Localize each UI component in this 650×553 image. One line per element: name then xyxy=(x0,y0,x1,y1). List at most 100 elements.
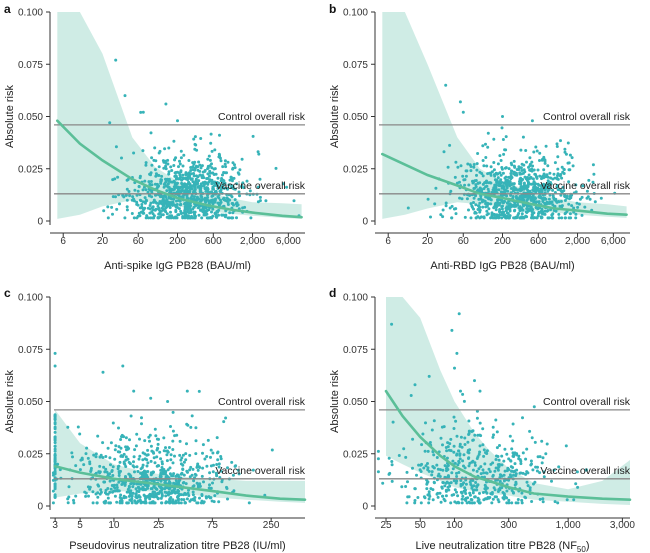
data-point xyxy=(122,435,126,439)
data-point xyxy=(72,498,75,502)
data-point xyxy=(156,185,160,189)
data-point xyxy=(481,427,485,431)
data-point xyxy=(560,165,564,169)
data-point xyxy=(108,490,112,494)
data-point xyxy=(515,188,519,192)
data-point xyxy=(577,202,581,206)
data-point xyxy=(219,159,223,163)
data-point xyxy=(138,437,141,441)
data-point xyxy=(94,471,98,475)
data-point xyxy=(517,165,521,169)
data-point xyxy=(164,184,168,188)
data-point xyxy=(125,187,129,191)
data-point xyxy=(484,185,488,189)
data-point xyxy=(512,455,516,458)
data-point xyxy=(495,178,499,182)
data-point xyxy=(141,188,145,192)
data-point xyxy=(500,454,504,458)
data-point xyxy=(99,488,103,492)
data-point xyxy=(446,464,450,467)
vaccine-risk-label: Vaccine overall risk xyxy=(215,465,305,477)
data-point xyxy=(164,180,168,184)
data-point xyxy=(505,501,509,505)
data-point xyxy=(485,491,489,495)
data-point xyxy=(450,204,454,208)
y-tick-label: 0.050 xyxy=(18,397,43,408)
data-point xyxy=(521,171,525,175)
data-point xyxy=(181,183,185,187)
data-point xyxy=(450,471,454,475)
data-point xyxy=(574,482,578,486)
data-point xyxy=(495,495,498,499)
data-point xyxy=(191,497,195,501)
data-point xyxy=(124,475,127,478)
data-point xyxy=(554,197,558,201)
data-point xyxy=(234,202,238,206)
data-point xyxy=(157,437,160,441)
data-point xyxy=(545,200,549,204)
data-point xyxy=(464,169,468,173)
data-point xyxy=(226,497,229,501)
data-point xyxy=(510,501,514,505)
data-point xyxy=(242,186,245,190)
data-point xyxy=(117,426,120,430)
data-point xyxy=(505,214,509,218)
data-point xyxy=(160,494,164,498)
data-point xyxy=(133,499,137,503)
data-point xyxy=(119,454,123,458)
data-point xyxy=(458,453,462,457)
data-point xyxy=(186,178,190,182)
data-point xyxy=(179,212,183,215)
data-point xyxy=(169,496,173,499)
data-point xyxy=(163,480,167,484)
data-point xyxy=(237,190,241,194)
data-point xyxy=(548,171,552,175)
data-point xyxy=(117,474,121,477)
data-point xyxy=(131,491,135,495)
risk-curve xyxy=(384,389,632,501)
data-point xyxy=(417,463,421,467)
data-point xyxy=(157,151,161,155)
data-point xyxy=(501,115,504,118)
data-point xyxy=(53,425,57,429)
data-point xyxy=(467,433,471,436)
data-point xyxy=(478,444,482,448)
data-point xyxy=(510,447,514,451)
data-point xyxy=(498,444,501,447)
data-point xyxy=(206,198,209,202)
data-point xyxy=(211,171,214,175)
data-point xyxy=(167,216,171,220)
data-point xyxy=(224,165,228,169)
y-tick-label: 0.100 xyxy=(343,293,368,304)
data-point xyxy=(218,133,221,137)
data-point xyxy=(486,212,490,216)
data-point xyxy=(381,481,385,485)
data-point xyxy=(499,159,503,162)
data-point xyxy=(195,465,199,469)
data-point xyxy=(115,500,119,504)
data-point xyxy=(470,460,474,464)
data-point xyxy=(561,170,565,174)
data-point xyxy=(144,161,148,165)
data-point xyxy=(237,472,241,476)
data-point xyxy=(481,491,485,494)
data-point xyxy=(485,204,489,208)
data-point xyxy=(481,205,485,209)
data-point xyxy=(464,499,468,502)
data-point xyxy=(419,501,423,505)
data-point xyxy=(567,161,571,165)
data-point xyxy=(477,197,481,201)
data-point xyxy=(531,468,535,472)
data-point xyxy=(514,480,518,484)
data-point xyxy=(95,501,99,505)
data-point xyxy=(443,484,447,488)
data-point xyxy=(413,499,417,502)
data-point xyxy=(500,167,504,171)
data-point xyxy=(53,447,57,451)
data-point xyxy=(197,185,201,189)
data-point xyxy=(543,158,547,162)
data-point xyxy=(223,162,227,166)
data-point xyxy=(513,165,517,169)
data-point xyxy=(211,198,215,202)
data-point xyxy=(406,206,410,210)
